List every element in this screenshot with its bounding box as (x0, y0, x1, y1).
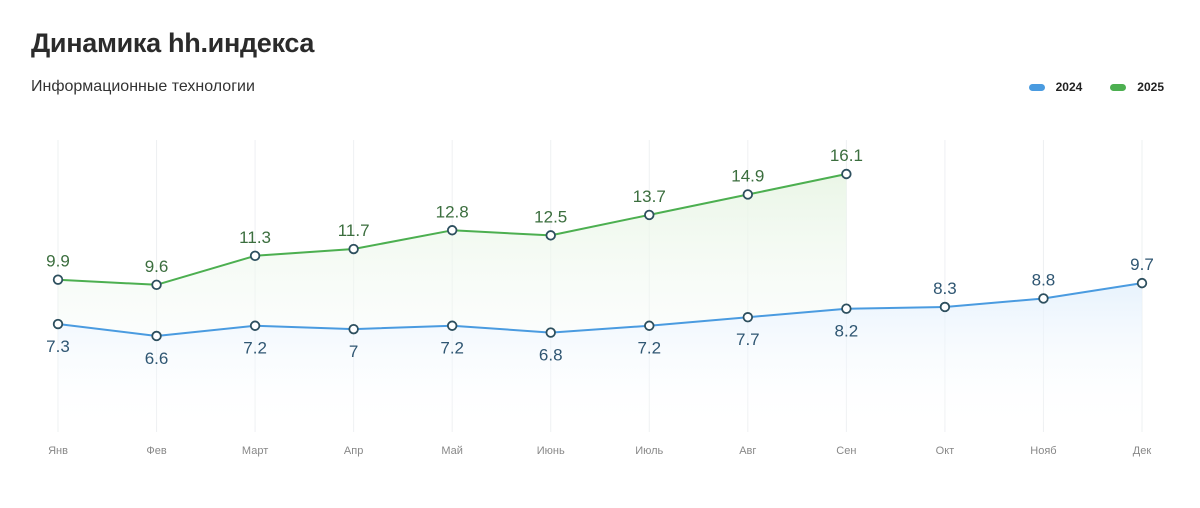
data-label-2024-Дек: 9.7 (1130, 255, 1154, 274)
data-label-2025-Март: 11.3 (239, 228, 271, 247)
series-points (52, 168, 1148, 342)
data-label-2025-Сен: 16.1 (830, 146, 863, 165)
point-2024-Май[interactable] (446, 320, 458, 331)
point-2025-Апр[interactable] (348, 243, 359, 255)
x-axis-ticks: Янв Фев Март Апр Май Июнь Июль Авг Сен Окт Нояб Дек (48, 445, 1151, 457)
point-2025-Фев[interactable] (151, 279, 162, 291)
legend-label-2024: 2024 (1055, 80, 1083, 94)
line-2024 (57, 282, 1143, 337)
data-label-2024-Июль: 7.2 (637, 339, 661, 358)
point-2024-Апр[interactable] (348, 323, 359, 335)
data-label-2025-Июль: 13.7 (633, 187, 666, 206)
point-2025-Июль[interactable] (644, 209, 655, 221)
legend-label-2025: 2025 (1137, 80, 1164, 94)
data-label-2025-Авг: 14.9 (731, 166, 764, 185)
area-2024 (58, 283, 1142, 432)
x-tick-label: Окт (936, 445, 955, 457)
point-2024-Фев[interactable] (151, 330, 162, 342)
series-areas (58, 174, 1142, 432)
point-2024-Авг[interactable] (742, 312, 754, 323)
chart-legend: 2024 2025 (1028, 80, 1164, 94)
legend-swatch-2025 (1110, 83, 1127, 91)
legend-item-2025[interactable]: 2025 (1110, 80, 1164, 94)
x-tick-label: Март (242, 445, 268, 457)
data-label-2025-Апр: 11.7 (338, 221, 370, 240)
x-tick-label: Дек (1133, 445, 1152, 457)
point-2025-Янв[interactable] (52, 274, 64, 285)
data-label-2024-Янв: 7.3 (46, 337, 70, 356)
x-tick-label: Янв (48, 445, 68, 457)
point-2024-Дек[interactable] (1136, 277, 1148, 289)
x-tick-label: Авг (739, 445, 756, 457)
data-label-2025-Май: 12.8 (436, 202, 469, 221)
x-tick-label: Июнь (537, 445, 565, 457)
data-label-2024-Июнь: 6.8 (539, 346, 563, 365)
point-2025-Сен[interactable] (841, 168, 852, 180)
data-label-2025-Фев: 9.6 (145, 257, 169, 276)
legend-swatch-2024 (1028, 83, 1045, 91)
x-tick-label: Май (441, 445, 463, 457)
x-tick-label: Фев (146, 445, 166, 457)
data-label-2024-Сен: 8.2 (835, 322, 859, 341)
point-2024-Июль[interactable] (644, 320, 655, 331)
point-2024-Июнь[interactable] (545, 327, 556, 338)
point-2024-Окт[interactable] (939, 301, 951, 313)
chart-title: Динамика hh.индекса (31, 28, 315, 58)
point-2024-Сен[interactable] (841, 303, 852, 314)
data-label-2024-Май: 7.2 (440, 339, 464, 358)
x-tick-label: Апр (344, 445, 363, 457)
x-tick-label: Нояб (1030, 445, 1056, 457)
data-label-2024-Нояб: 8.8 (1032, 270, 1056, 289)
point-2025-Июнь[interactable] (545, 230, 556, 241)
data-label-2024-Апр: 7 (349, 342, 358, 361)
point-2025-Авг[interactable] (742, 189, 754, 200)
data-label-2024-Фев: 6.6 (145, 349, 169, 368)
data-label-2024-Окт: 8.3 (933, 279, 957, 298)
data-label-2024-Март: 7.2 (243, 339, 267, 358)
chart-subtitle: Информационные технологии (31, 78, 255, 95)
legend-item-2024[interactable]: 2024 (1028, 80, 1083, 94)
point-2025-Май[interactable] (446, 225, 458, 236)
area-2025 (58, 174, 847, 336)
x-tick-label: Июль (635, 445, 663, 457)
data-label-2025-Июнь: 12.5 (534, 207, 567, 226)
point-2025-Март[interactable] (249, 250, 261, 262)
point-2024-Янв[interactable] (52, 318, 64, 330)
data-labels: 7.3 6.6 7.2 7 7.2 6.8 7.2 7.7 8.2 8.3 8.8 9.7 9.9 9.6… (46, 146, 1154, 368)
point-2024-Март[interactable] (249, 320, 261, 331)
point-2024-Нояб[interactable] (1038, 293, 1049, 304)
x-tick-label: Сен (836, 445, 856, 457)
data-label-2024-Авг: 7.7 (736, 330, 760, 349)
data-label-2025-Янв: 9.9 (46, 252, 70, 271)
